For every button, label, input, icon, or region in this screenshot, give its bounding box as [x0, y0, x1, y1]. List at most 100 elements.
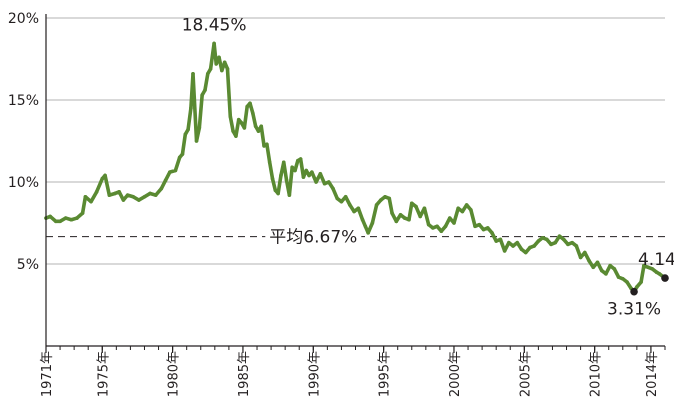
data-point	[205, 71, 210, 76]
data-point	[339, 199, 344, 204]
data-point	[236, 117, 241, 122]
data-point	[83, 194, 88, 199]
data-point	[620, 276, 625, 281]
data-point	[69, 217, 74, 222]
data-point	[267, 160, 272, 165]
data-point	[549, 242, 553, 247]
data-point	[142, 194, 147, 199]
data-point	[186, 127, 190, 132]
y-tick-label: 10%	[8, 175, 39, 191]
data-point	[536, 239, 541, 243]
data-point	[452, 221, 456, 225]
data-point	[553, 240, 558, 245]
annotation-label: 4.14%	[638, 250, 674, 270]
data-point	[343, 194, 348, 199]
y-tick-label: 15%	[8, 93, 39, 109]
data-point	[352, 209, 356, 214]
data-point	[407, 217, 411, 222]
data-point	[402, 216, 407, 220]
data-point	[587, 258, 591, 263]
data-point	[348, 203, 352, 207]
data-point	[290, 165, 294, 170]
x-tick-label: 2005年	[518, 351, 533, 397]
data-point	[273, 188, 278, 192]
data-point	[490, 231, 494, 235]
data-point	[248, 101, 252, 106]
data-point	[251, 111, 255, 115]
data-point	[322, 181, 327, 186]
data-point	[418, 214, 423, 219]
data-point	[276, 191, 280, 196]
data-point	[460, 209, 465, 214]
data-point	[439, 229, 444, 233]
data-point	[456, 206, 460, 211]
data-point	[197, 126, 202, 130]
data-point	[390, 211, 394, 215]
data-point	[242, 126, 247, 130]
data-point	[270, 176, 275, 181]
data-point	[253, 124, 258, 129]
data-point	[608, 263, 612, 268]
annotation-label: 18.45%	[182, 15, 247, 35]
data-point	[103, 173, 107, 178]
data-point	[284, 178, 289, 183]
data-point	[183, 132, 188, 137]
data-point	[163, 178, 168, 183]
data-point	[281, 160, 286, 165]
data-point	[566, 242, 570, 247]
data-point	[304, 168, 309, 173]
data-point	[574, 244, 579, 248]
data-point	[447, 216, 452, 220]
data-point	[557, 234, 562, 238]
data-point	[48, 214, 53, 219]
data-point	[379, 198, 383, 202]
y-tick-label: 5%	[17, 257, 39, 273]
data-point	[231, 129, 235, 133]
data-point	[511, 244, 515, 248]
data-point	[639, 280, 643, 284]
data-point	[217, 55, 221, 60]
data-point	[107, 193, 112, 197]
data-point	[113, 191, 117, 196]
data-point	[431, 226, 435, 230]
data-point	[515, 240, 520, 245]
data-point	[121, 198, 126, 202]
data-point	[75, 216, 79, 220]
annotation-label: 3.31%	[607, 300, 661, 320]
annotation-layer: 18.45% 3.31% 4.14%	[182, 15, 674, 319]
data-point	[485, 226, 490, 230]
data-point	[298, 157, 303, 161]
x-tick-label: 2000年	[448, 351, 463, 397]
data-point	[225, 67, 230, 71]
data-point	[443, 224, 448, 229]
data-point	[296, 158, 300, 163]
data-point	[409, 201, 414, 206]
data-point	[604, 272, 608, 276]
data-point	[256, 129, 261, 133]
data-point	[435, 224, 439, 229]
data-point	[654, 270, 659, 275]
data-point	[523, 250, 528, 255]
data-point	[561, 237, 566, 242]
data-point	[519, 247, 524, 252]
data-point	[532, 244, 536, 248]
data-point	[194, 139, 199, 143]
data-point	[220, 68, 224, 73]
data-point	[94, 190, 99, 194]
data-point	[383, 194, 387, 199]
x-tick-label: 2010年	[589, 351, 604, 397]
x-tick-label: 1975年	[96, 351, 111, 397]
data-point	[287, 193, 292, 197]
y-tick-label: 20%	[8, 11, 39, 27]
data-point	[374, 203, 379, 207]
data-point	[326, 180, 331, 184]
data-point	[100, 176, 105, 181]
data-point	[222, 60, 227, 65]
data-point	[528, 245, 532, 250]
data-point	[212, 41, 216, 46]
data-point	[426, 222, 431, 227]
x-tick-label: 1985年	[237, 351, 252, 397]
data-point	[356, 206, 361, 211]
data-point	[208, 67, 213, 71]
